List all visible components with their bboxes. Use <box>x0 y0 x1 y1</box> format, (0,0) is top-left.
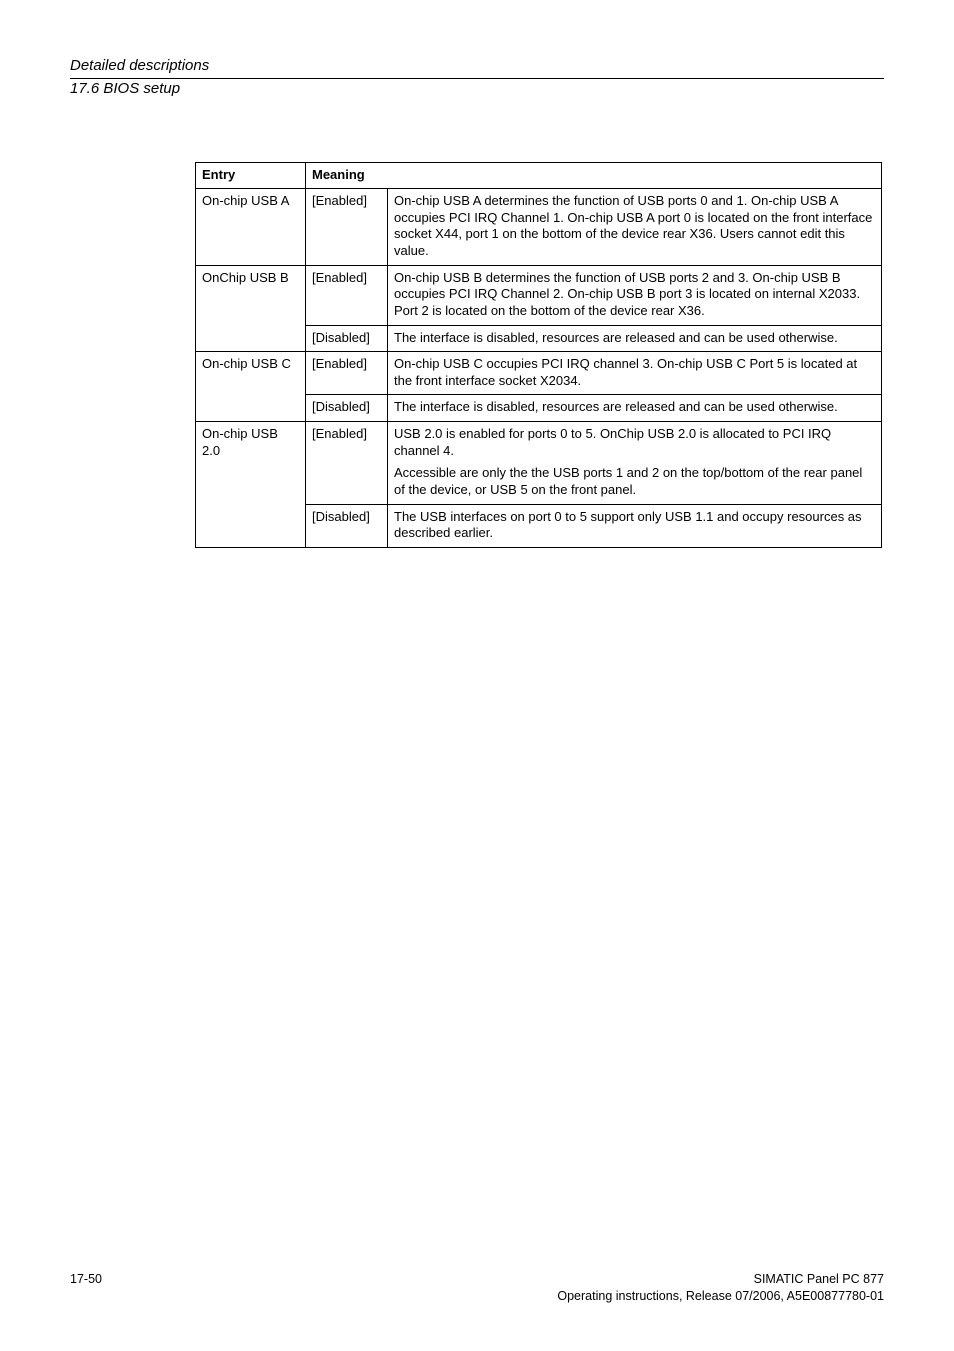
entry-cell: On-chip USB C <box>196 352 306 422</box>
setting-cell: [Enabled] <box>306 189 388 266</box>
desc-para-1: USB 2.0 is enabled for ports 0 to 5. OnC… <box>394 426 831 458</box>
entry-cell: On-chip USB 2.0 <box>196 422 306 548</box>
setting-cell: [Disabled] <box>306 504 388 547</box>
setting-cell: [Enabled] <box>306 422 388 505</box>
footer-line-1: SIMATIC Panel PC 877 <box>557 1271 884 1288</box>
entry-cell: OnChip USB B <box>196 265 306 352</box>
header-title: Detailed descriptions <box>70 56 884 76</box>
desc-cell: The USB interfaces on port 0 to 5 suppor… <box>388 504 882 547</box>
desc-cell: On-chip USB A determines the function of… <box>388 189 882 266</box>
footer-right: SIMATIC Panel PC 877 Operating instructi… <box>557 1271 884 1305</box>
table-row: On-chip USB 2.0 [Enabled] USB 2.0 is ena… <box>196 422 882 505</box>
desc-cell: USB 2.0 is enabled for ports 0 to 5. OnC… <box>388 422 882 505</box>
table-row: On-chip USB A [Enabled] On-chip USB A de… <box>196 189 882 266</box>
desc-para-2: Accessible are only the the USB ports 1 … <box>394 465 862 497</box>
col-header-entry: Entry <box>196 162 306 189</box>
setting-cell: [Enabled] <box>306 265 388 325</box>
table-row: OnChip USB B [Enabled] On-chip USB B det… <box>196 265 882 325</box>
desc-cell: The interface is disabled, resources are… <box>388 325 882 352</box>
bios-table: Entry Meaning On-chip USB A [Enabled] On… <box>195 162 882 548</box>
setting-cell: [Enabled] <box>306 352 388 395</box>
table-row: On-chip USB C [Enabled] On-chip USB C oc… <box>196 352 882 395</box>
table-header-row: Entry Meaning <box>196 162 882 189</box>
desc-cell: The interface is disabled, resources are… <box>388 395 882 422</box>
footer-line-2: Operating instructions, Release 07/2006,… <box>557 1288 884 1305</box>
setting-cell: [Disabled] <box>306 325 388 352</box>
header-subtitle: 17.6 BIOS setup <box>70 79 884 99</box>
desc-cell: On-chip USB C occupies PCI IRQ channel 3… <box>388 352 882 395</box>
bios-table-container: Entry Meaning On-chip USB A [Enabled] On… <box>195 162 884 548</box>
setting-cell: [Disabled] <box>306 395 388 422</box>
entry-cell: On-chip USB A <box>196 189 306 266</box>
page-number: 17-50 <box>70 1271 102 1288</box>
header-block: Detailed descriptions 17.6 BIOS setup <box>70 56 884 100</box>
desc-cell: On-chip USB B determines the function of… <box>388 265 882 325</box>
col-header-meaning: Meaning <box>306 162 882 189</box>
page-footer: 17-50 SIMATIC Panel PC 877 Operating ins… <box>70 1271 884 1305</box>
